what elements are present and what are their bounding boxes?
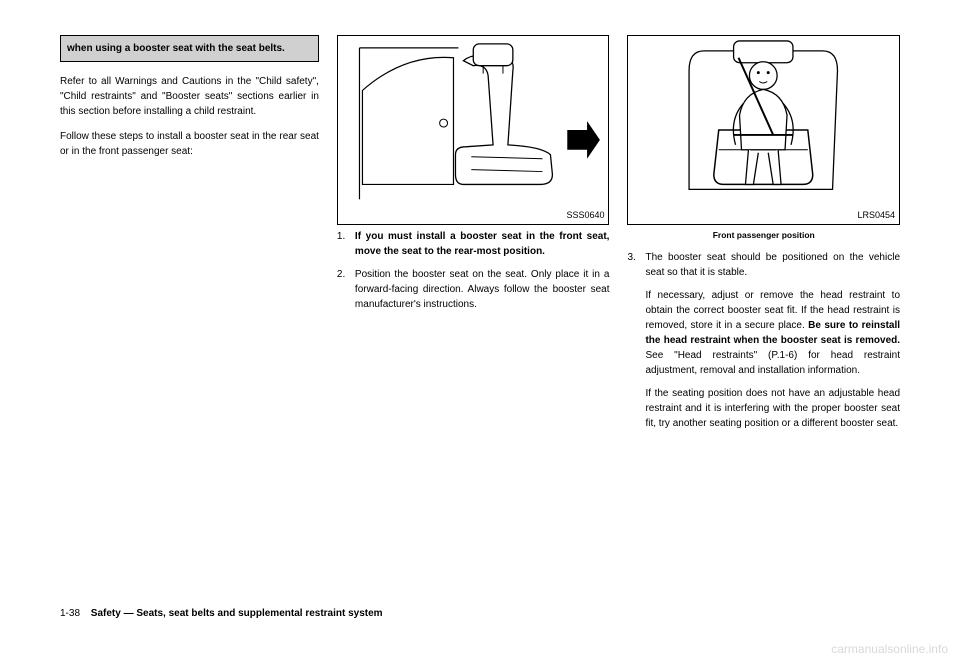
step-1-text: If you must install a booster seat in th… <box>355 229 610 259</box>
seat-illustration-icon <box>338 36 609 224</box>
warning-callout: when using a booster seat with the seat … <box>60 35 319 62</box>
figure-code: LRS0454 <box>857 209 895 223</box>
column-left: when using a booster seat with the seat … <box>60 35 319 565</box>
step-1-number: 1. <box>337 229 355 259</box>
figure-caption: Front passenger position <box>627 229 900 242</box>
figure-code: SSS0640 <box>566 209 604 223</box>
step-1: 1. If you must install a booster seat in… <box>337 229 610 259</box>
figure-seat-slide: SSS0640 <box>337 35 610 225</box>
section-title: Safety — Seats, seat belts and supplemen… <box>91 608 383 619</box>
manual-page: when using a booster seat with the seat … <box>0 0 960 664</box>
step-3-text: The booster seat should be positioned on… <box>645 250 900 280</box>
step-2-text: Position the booster seat on the seat. O… <box>355 267 610 312</box>
step-3-number: 3. <box>627 250 645 280</box>
figure-child-booster: LRS0454 <box>627 35 900 225</box>
column-right: LRS0454 Front passenger position 3. The … <box>627 35 900 565</box>
step-2-number: 2. <box>337 267 355 312</box>
step-3: 3. The booster seat should be positioned… <box>627 250 900 280</box>
paragraph-seating-position: If the seating position does not have an… <box>627 386 900 431</box>
column-middle: SSS0640 1. If you must install a booster… <box>337 35 610 565</box>
watermark-text: carmanualsonline.info <box>831 642 948 656</box>
paragraph-refer: Refer to all Warnings and Cautions in th… <box>60 74 319 119</box>
text-post: See "Head restraints" (P.1-6) for head r… <box>645 350 900 376</box>
content-columns: when using a booster seat with the seat … <box>60 35 900 565</box>
child-booster-illustration-icon <box>628 36 899 224</box>
paragraph-follow: Follow these steps to install a booster … <box>60 129 319 159</box>
page-footer: 1-38 Safety — Seats, seat belts and supp… <box>60 608 383 619</box>
step-2: 2. Position the booster seat on the seat… <box>337 267 610 312</box>
paragraph-headrestraint: If necessary, adjust or remove the head … <box>627 288 900 378</box>
page-number: 1-38 <box>60 608 80 619</box>
